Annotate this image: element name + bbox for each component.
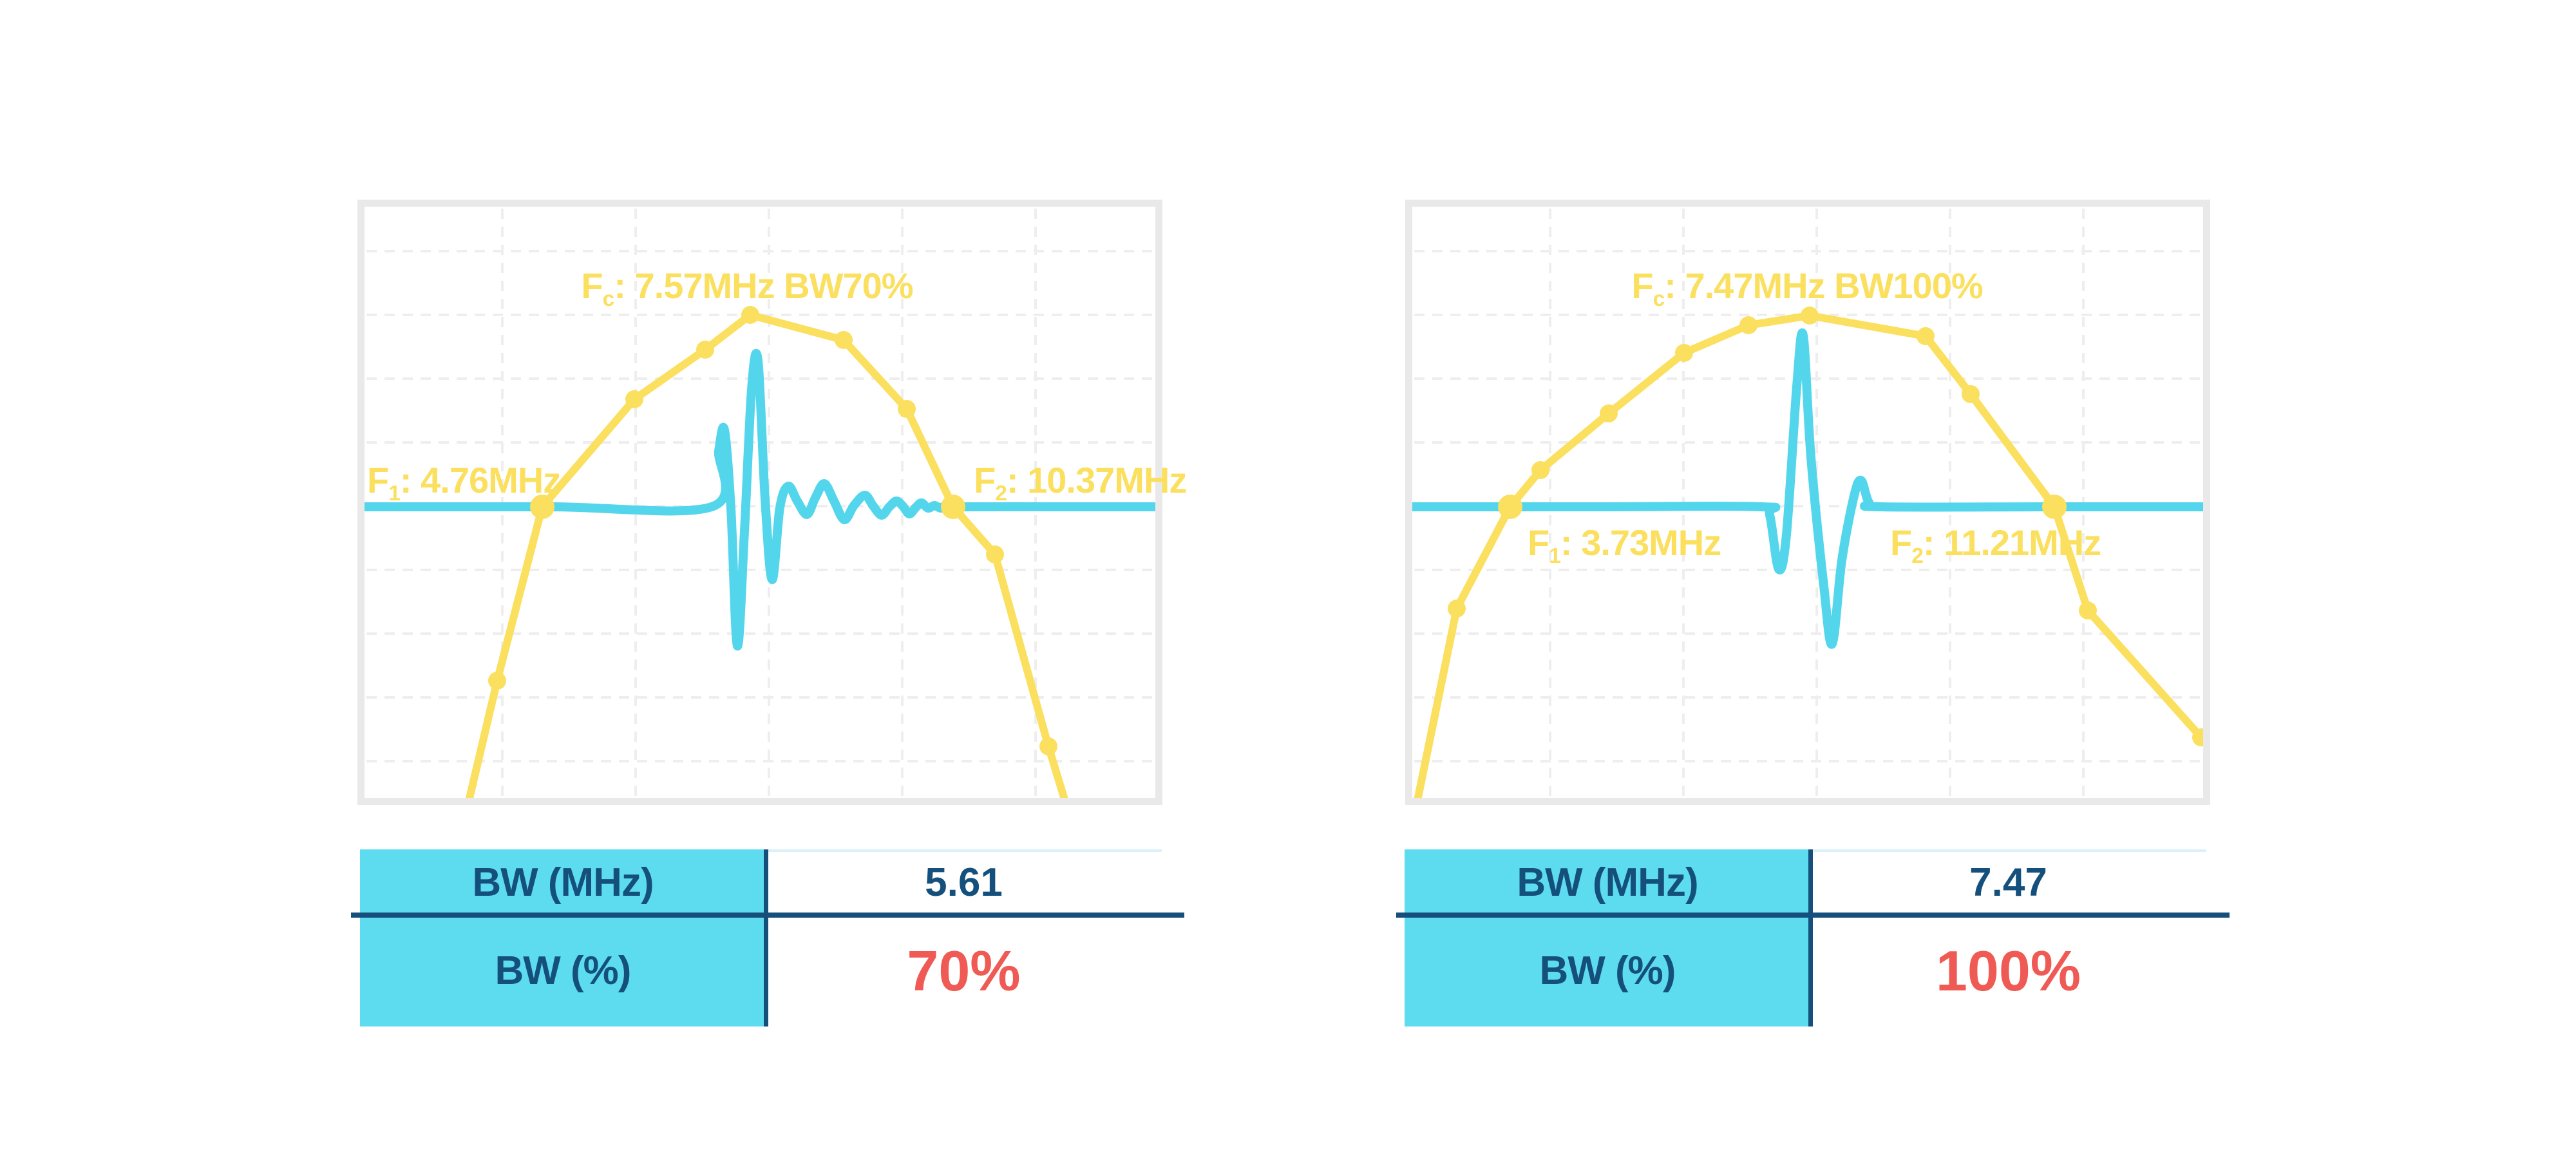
table-column-divider: [764, 849, 768, 1026]
f2-prefix: F: [1890, 522, 1912, 563]
f1-prefix: F: [367, 460, 389, 500]
bw-mhz-label: BW (MHz): [360, 849, 766, 915]
bw-mhz-value: 5.61: [766, 849, 1162, 915]
f2-prefix: F: [974, 460, 996, 500]
table-row: BW (MHz) 5.61: [360, 849, 1162, 915]
bw-table-right: BW (MHz) 7.47 BW (%) 100%: [1405, 849, 2206, 1026]
table-row: BW (MHz) 7.47: [1405, 849, 2206, 915]
f2-text: : 11.21MHz: [1922, 522, 2101, 563]
f2-subscript: 2: [1911, 544, 1924, 568]
f1-subscript: 1: [1549, 544, 1561, 568]
fc-subscript: c: [602, 287, 615, 311]
table-row-divider: [1396, 913, 2230, 918]
fc-prefix: F: [1631, 265, 1653, 306]
f1-prefix: F: [1528, 522, 1549, 563]
spectrum-plot-bw100: [1405, 200, 2210, 805]
table-row: BW (%) 100%: [1405, 915, 2206, 1026]
f2-text: : 10.37MHz: [1006, 460, 1187, 500]
bw-pct-label: BW (%): [1405, 915, 1810, 1026]
bw-table-left: BW (MHz) 5.61 BW (%) 70%: [360, 849, 1162, 1026]
fc-annotation-bw100: Fc: 7.47MHz BW100%: [1631, 265, 1983, 311]
bw-pct-value: 70%: [766, 915, 1162, 1026]
chart-bw70: Fc: 7.57MHz BW70% F1: 4.76MHz F2: 10.37M…: [357, 200, 1187, 805]
f2-annotation-bw100: F2: 11.21MHz: [1890, 525, 2101, 567]
table-column-divider: [1808, 849, 1813, 1026]
bw-pct-value: 100%: [1810, 915, 2206, 1026]
fc-text: : 7.47MHz BW100%: [1664, 265, 1983, 306]
f2-annotation-bw70: F2: 10.37MHz: [974, 460, 1187, 506]
f1-annotation-bw100: F1: 3.73MHz: [1528, 525, 1721, 567]
f1-annotation-bw70: F1: 4.76MHz: [367, 460, 561, 506]
f1-subscript: 1: [388, 481, 401, 506]
f1-text: : 4.76MHz: [399, 460, 561, 500]
f1-text: : 3.73MHz: [1560, 522, 1721, 563]
table-top-border: [1813, 849, 2206, 852]
bw-pct-label: BW (%): [360, 915, 766, 1026]
chart-bw100: Fc: 7.47MHz BW100% F1: 3.73MHz F2: 11.21…: [1405, 200, 2210, 805]
table-top-border: [768, 849, 1162, 852]
table-row-divider: [351, 913, 1184, 918]
table-row: BW (%) 70%: [360, 915, 1162, 1026]
bw-mhz-value: 7.47: [1810, 849, 2206, 915]
fc-annotation-bw70: Fc: 7.57MHz BW70%: [581, 268, 913, 310]
spectrum-plot-bw70: [357, 200, 1162, 805]
fc-prefix: F: [581, 265, 603, 306]
bw-mhz-label: BW (MHz): [1405, 849, 1810, 915]
fc-text: : 7.57MHz BW70%: [614, 265, 913, 306]
f2-subscript: 2: [995, 481, 1007, 506]
fc-subscript: c: [1653, 287, 1665, 311]
